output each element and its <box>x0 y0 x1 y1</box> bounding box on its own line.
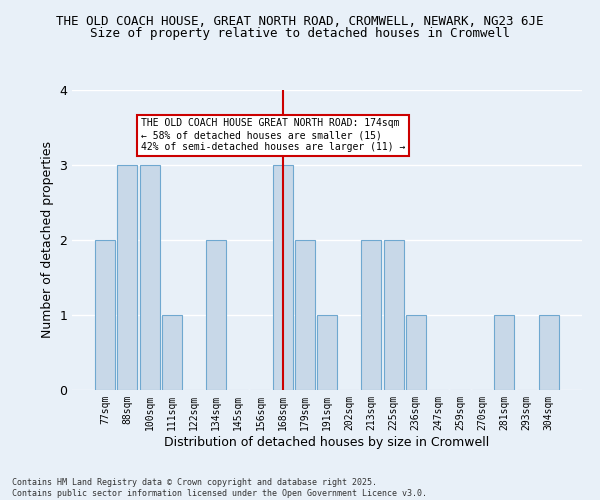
Bar <box>140 165 160 390</box>
Bar <box>361 240 382 390</box>
Text: Size of property relative to detached houses in Cromwell: Size of property relative to detached ho… <box>90 28 510 40</box>
Bar <box>406 315 426 390</box>
Bar <box>95 240 115 390</box>
Y-axis label: Number of detached properties: Number of detached properties <box>41 142 53 338</box>
Text: THE OLD COACH HOUSE, GREAT NORTH ROAD, CROMWELL, NEWARK, NG23 6JE: THE OLD COACH HOUSE, GREAT NORTH ROAD, C… <box>56 15 544 28</box>
Bar <box>383 240 404 390</box>
Bar <box>118 165 137 390</box>
Text: THE OLD COACH HOUSE GREAT NORTH ROAD: 174sqm
← 58% of detached houses are smalle: THE OLD COACH HOUSE GREAT NORTH ROAD: 17… <box>140 118 405 152</box>
Bar <box>162 315 182 390</box>
Bar <box>206 240 226 390</box>
Bar <box>317 315 337 390</box>
Bar <box>295 240 315 390</box>
Bar <box>272 165 293 390</box>
Bar <box>539 315 559 390</box>
Text: Contains HM Land Registry data © Crown copyright and database right 2025.
Contai: Contains HM Land Registry data © Crown c… <box>12 478 427 498</box>
X-axis label: Distribution of detached houses by size in Cromwell: Distribution of detached houses by size … <box>164 436 490 448</box>
Bar <box>494 315 514 390</box>
